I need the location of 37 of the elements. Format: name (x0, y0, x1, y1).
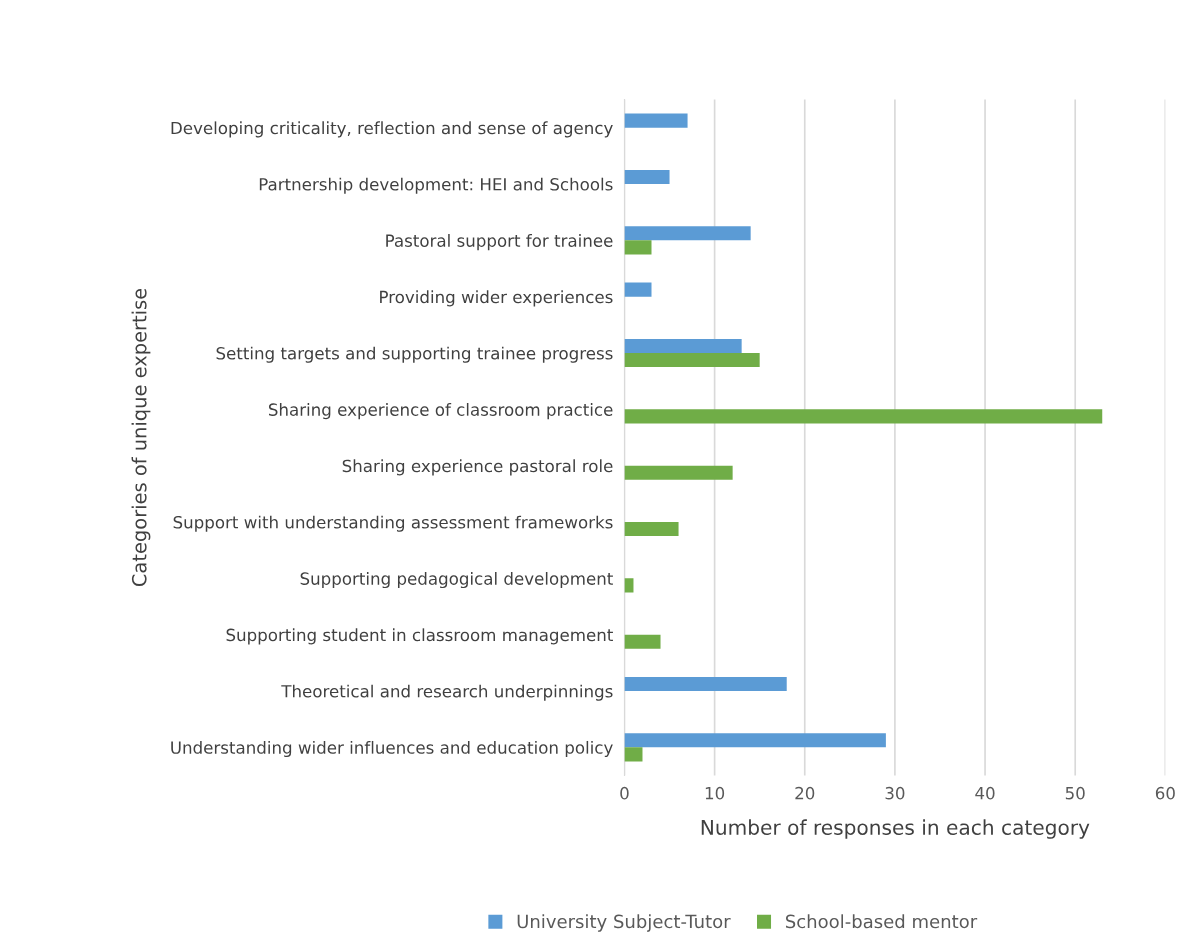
bar (624, 353, 760, 368)
bar (624, 226, 751, 241)
x-tick-label: 30 (885, 786, 905, 800)
y-tick-label: Supporting student in classroom management (226, 628, 613, 645)
x-tick-label: 60 (1155, 786, 1175, 800)
y-axis-title: Categories of unique expertise (131, 288, 151, 587)
y-tick-label: Support with understanding assessment frameworks (173, 515, 613, 532)
bar (624, 747, 643, 762)
bar (624, 733, 886, 748)
x-tick-label: 20 (795, 786, 815, 800)
x-tick-label: 0 (620, 786, 629, 800)
y-tick-label: Understanding wider influences and education policy (171, 740, 613, 758)
bar (624, 634, 661, 649)
bar (624, 282, 652, 297)
bar (624, 240, 652, 255)
bar (624, 521, 679, 537)
x-axis-title: Number of responses in each category (701, 819, 1090, 839)
x-tick-label: 50 (1065, 786, 1085, 800)
x-tick-label: 40 (975, 786, 995, 800)
legend-label: School-based mentor (785, 914, 978, 929)
y-tick-label: Sharing experience of classroom practice (268, 403, 613, 420)
bar (624, 676, 787, 691)
y-tick-label: Pastoral support for trainee (386, 234, 613, 251)
y-tick-label: Providing wider experiences (380, 290, 613, 307)
y-tick-label: Sharing experience pastoral role (342, 459, 613, 476)
y-tick-label: Theoretical and research underpinnings (281, 684, 613, 701)
y-tick-label: Developing criticality, reflection and sense of agency (171, 121, 613, 138)
y-tick-label: Setting targets and supporting trainee progress (216, 346, 613, 363)
y-tick-label: Partnership development: HEI and Schools (259, 177, 613, 194)
x-tick-label: 10 (705, 786, 725, 800)
y-tick-label: Supporting pedagogical development (300, 571, 613, 589)
bar (624, 409, 1103, 424)
bar (624, 338, 742, 354)
bar (624, 169, 670, 185)
bar (624, 465, 733, 480)
bar (624, 113, 688, 128)
legend-label: University Subject-Tutor (517, 914, 731, 932)
